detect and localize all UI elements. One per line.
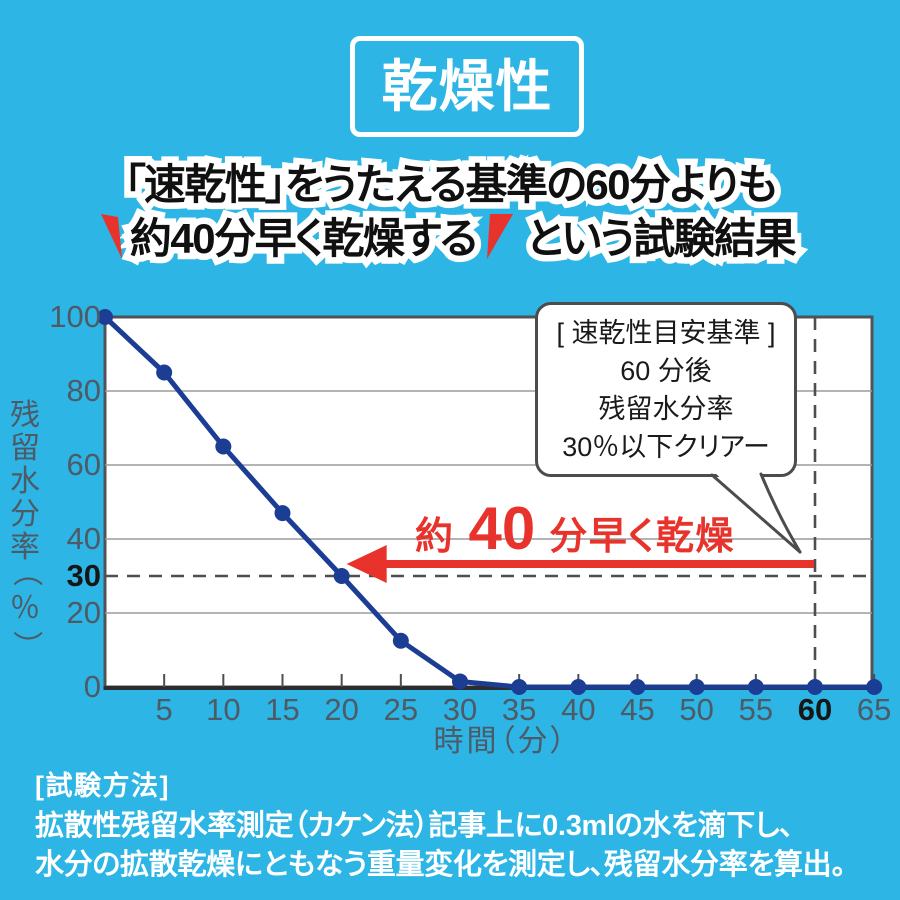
x-tick-label: 65 [856, 692, 892, 727]
y-tick-label: 30 [66, 558, 101, 593]
callout-line: 60 分後 [620, 355, 712, 386]
test-method-line2: 水分の拡散乾燥にともなう重量変化を測定し、残留水分率を算出。 [35, 848, 846, 881]
data-point [747, 679, 764, 695]
data-point [452, 673, 468, 690]
x-tick-label: 15 [265, 692, 300, 727]
x-axis-title: 時間（分） [433, 725, 569, 758]
y-tick-label: 60 [66, 447, 101, 482]
section-badge: 乾燥性 [350, 36, 584, 137]
emphasis-slash-right-icon [487, 214, 514, 259]
arrow-annotation-prefix: 約 [415, 516, 455, 558]
headline-line1: 「速乾性」をうたえる基準の60分よりも [0, 158, 900, 212]
test-method-heading: [試験方法] [35, 771, 170, 801]
data-point [866, 679, 883, 695]
x-tick-label: 25 [383, 692, 419, 727]
x-tick-label: 55 [738, 692, 774, 727]
data-point [570, 679, 587, 695]
test-method-line1: 拡散性残留水率測定（カケン法）記事上に0.3mlの水を滴下し、 [35, 810, 794, 842]
data-line [103, 315, 875, 690]
headline: 「速乾性」をうたえる基準の60分よりも 約40分早く乾燥する という試験結果 [0, 158, 900, 266]
data-point [333, 568, 350, 584]
x-tick-label: 35 [501, 692, 537, 727]
arrow-left-icon [346, 545, 814, 583]
data-point [156, 364, 173, 381]
x-tick-label: 50 [679, 692, 714, 727]
data-point [629, 679, 646, 695]
data-point [215, 438, 232, 455]
emphasis-slash-left-icon [100, 214, 122, 259]
callout-line: 30％以下クリアー [562, 431, 770, 462]
headline-line2: 約40分早く乾燥する という試験結果 [0, 212, 898, 266]
callout-bubble: [ 速乾性目安基準 ] 60 分後 残留水分率 30％以下クリアー [535, 302, 797, 477]
data-point [392, 632, 409, 649]
y-axis-title: 残留水分率（％） [9, 399, 42, 647]
data-point [97, 309, 113, 325]
x-tick-label: 30 [442, 692, 478, 727]
x-tick-label: 45 [620, 692, 655, 727]
y-tick-label: 20 [66, 595, 101, 630]
x-tick-label: 5 [155, 692, 173, 727]
y-tick-label: 40 [66, 521, 101, 556]
x-tick-label: 10 [206, 692, 241, 727]
y-tick-label: 0 [83, 669, 101, 704]
y-tick-label: 100 [49, 299, 101, 334]
data-point [688, 679, 705, 695]
headline-line2-rest: という試験結果 [526, 212, 797, 266]
section-badge-label: 乾燥性 [381, 54, 553, 118]
headline-line1-text: 「速乾性」をうたえる基準の60分よりも [124, 158, 777, 212]
arrow-annotation: 約 40 分早く乾燥 [415, 494, 735, 563]
x-tick-label: 60 [797, 692, 833, 727]
test-method-notes: [試験方法] 拡散性残留水率測定（カケン法）記事上に0.3mlの水を滴下し、 水… [35, 771, 846, 884]
arrow-annotation-suffix: 分早く乾燥 [549, 516, 735, 558]
data-point [511, 679, 528, 695]
x-tick-label: 20 [324, 692, 359, 727]
y-tick-label: 80 [66, 373, 101, 408]
callout-line: [ 速乾性目安基準 ] [556, 317, 776, 348]
headline-line2-emphasized: 約40分早く乾燥する [130, 212, 478, 266]
callout-line: 残留水分率 [598, 393, 734, 424]
data-point [807, 679, 823, 695]
x-tick-label: 40 [561, 692, 596, 727]
arrow-annotation-number: 40 [468, 495, 536, 562]
data-point [274, 505, 291, 522]
